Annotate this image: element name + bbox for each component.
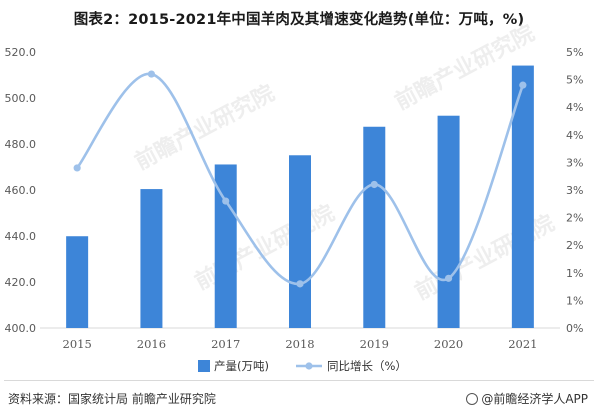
bar [363, 126, 386, 328]
x-axis-tick-label: 2015 [63, 337, 92, 351]
chart-title: 图表2：2015-2021年中国羊肉及其增速变化趋势(单位：万吨，%) [73, 12, 525, 28]
bar [437, 115, 460, 329]
right-axis-tick-label: 4% [566, 101, 583, 114]
x-axis-tick-label: 2016 [137, 337, 166, 351]
right-axis-tick-label: 3% [566, 156, 583, 169]
right-axis-tick-label: 2% [566, 212, 583, 225]
legend-bar-label: 产量(万吨) [214, 359, 269, 373]
left-axis-tick-label: 480.0 [5, 138, 37, 151]
x-axis-tick-label: 2017 [211, 337, 240, 351]
right-axis-tick-label: 0% [566, 322, 583, 335]
left-axis-tick-label: 440.0 [5, 230, 37, 243]
legend-line-marker [305, 362, 313, 370]
bar-series [66, 65, 534, 329]
footer-divider [4, 380, 594, 381]
growth-point [147, 70, 156, 78]
left-axis-tick-label: 520.0 [5, 46, 37, 59]
source-note: 资料来源：国家统计局 前瞻产业研究院 [8, 392, 216, 406]
left-axis-tick-label: 500.0 [5, 92, 37, 105]
growth-point [296, 280, 304, 288]
bar [289, 155, 311, 328]
bar [66, 236, 89, 328]
right-axis-tick-label: 3% [566, 184, 583, 197]
legend-bar-swatch [198, 360, 210, 372]
growth-point [370, 180, 378, 189]
watermark-text: 前瞻产业研究院 [411, 210, 559, 305]
bar [140, 189, 163, 328]
brand-credit: @前瞻经济学人APP [466, 390, 588, 407]
left-axis-tick-label: 460.0 [5, 184, 37, 197]
watermark-text: 前瞻产业研究院 [191, 200, 339, 295]
right-axis-tick-label: 5% [566, 74, 583, 87]
left-axis-tick-label: 400.0 [5, 322, 37, 335]
right-axis-tick-label: 1% [566, 267, 583, 280]
brand-logo-icon [466, 393, 479, 405]
legend-line-label: 同比增长（%） [327, 359, 407, 373]
x-axis-tick-label: 2018 [285, 337, 314, 351]
growth-point [444, 274, 453, 282]
x-axis-tick-label: 2021 [508, 337, 537, 351]
growth-point [519, 81, 527, 89]
bar [214, 164, 237, 328]
brand-text: @前瞻经济学人APP [481, 392, 588, 406]
line-series [73, 70, 527, 288]
left-axis-tick-label: 420.0 [5, 276, 37, 289]
right-axis-tick-label: 4% [566, 129, 583, 142]
legend: 产量(万吨) 同比增长（%） [198, 359, 407, 373]
growth-point [222, 197, 230, 205]
right-axis-tick-label: 2% [566, 239, 583, 252]
bar [511, 65, 534, 328]
growth-point [73, 164, 81, 172]
axes: 400.0 420.0 440.0 460.0 480.0 500.0 520.0 0% 1% 1… [5, 46, 584, 351]
x-axis-tick-label: 2019 [360, 337, 389, 351]
right-axis-tick-label: 5% [566, 46, 583, 59]
x-axis-tick-label: 2020 [434, 337, 463, 351]
right-axis-tick-label: 1% [566, 294, 583, 307]
